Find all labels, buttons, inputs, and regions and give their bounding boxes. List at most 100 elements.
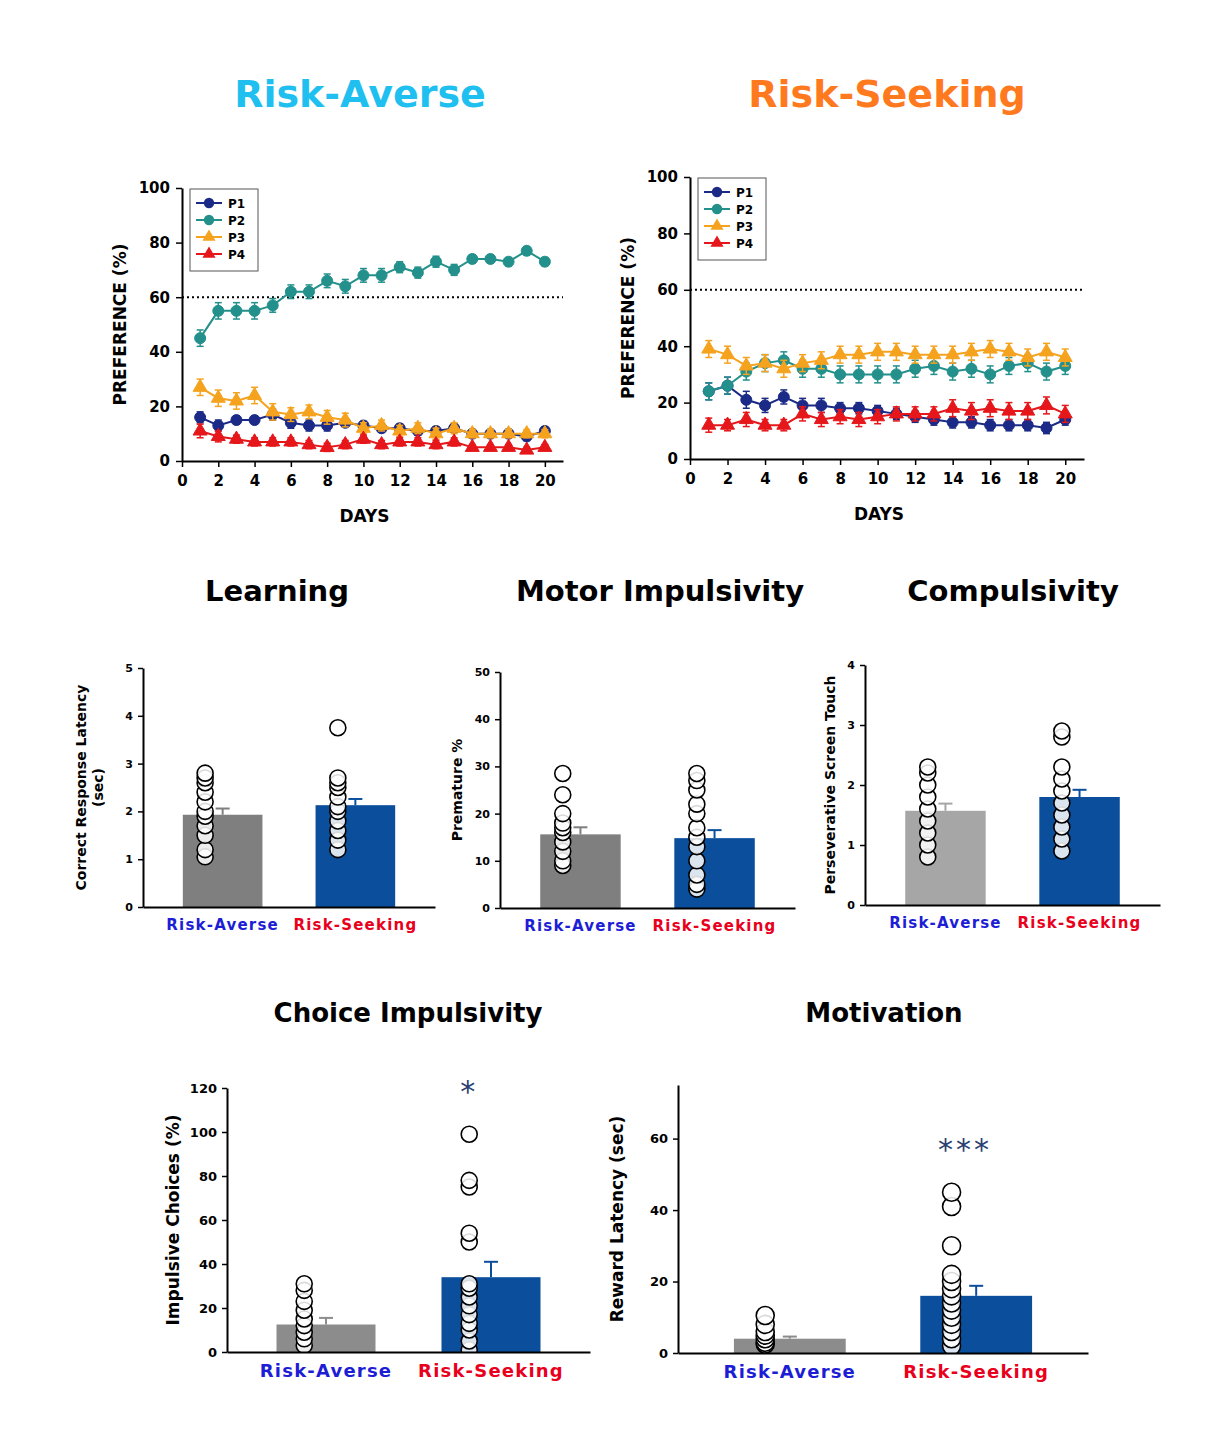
tick-mark: [222, 1352, 227, 1354]
error-bar-line: [378, 430, 385, 432]
legend-marker: [712, 204, 722, 214]
tick-mark: [222, 1132, 227, 1134]
tick-mark: [508, 461, 510, 467]
axis-line: [144, 907, 436, 909]
error-bar-line: [579, 827, 581, 834]
x-axis: 02468101214161820: [685, 459, 1084, 488]
error-bar-line: [949, 362, 956, 364]
tick: 2: [125, 805, 143, 818]
marker: [394, 262, 405, 273]
tick-mark: [860, 725, 865, 727]
marker: [985, 420, 996, 431]
tick: 100: [190, 1125, 227, 1140]
error-bar-line: [780, 430, 787, 432]
marker: [485, 253, 496, 264]
marker: [467, 253, 478, 264]
tick-label: 0: [685, 470, 695, 488]
tick-label: 3: [125, 758, 133, 771]
data-point: [461, 1126, 477, 1142]
error-bar-line: [944, 804, 946, 811]
error-bar-line: [818, 368, 825, 370]
tick-mark: [673, 1210, 678, 1212]
marker: [816, 400, 827, 411]
error-bar-line: [780, 389, 787, 391]
tick-label: Risk-Averse: [524, 917, 637, 935]
data-point: [330, 770, 346, 786]
bar: [920, 1296, 1032, 1353]
marker: [985, 369, 996, 380]
chart-title: Risk-Averse: [234, 72, 486, 116]
tick-label: 20: [1055, 470, 1076, 488]
tick: Risk-Seeking: [903, 1353, 1049, 1382]
tick-mark: [765, 459, 767, 465]
error-bar-cap: [319, 1317, 333, 1319]
error-bar-line: [215, 406, 222, 408]
marker: [520, 426, 534, 438]
data-point: [943, 1237, 961, 1255]
tick-label: 100: [190, 1125, 217, 1140]
error-bar: [573, 827, 587, 834]
tick-mark: [472, 461, 474, 467]
tick-label: 60: [657, 281, 678, 299]
error-bar-line: [893, 360, 900, 362]
tick-label: Risk-Seeking: [653, 917, 777, 935]
tick-label: 8: [322, 472, 332, 490]
marker: [908, 347, 922, 359]
marker: [1021, 349, 1035, 361]
error-bar-line: [269, 419, 276, 421]
tick: 40: [657, 338, 690, 356]
marker: [195, 333, 206, 344]
tick-label: 1: [847, 839, 855, 852]
error-bar-line: [342, 292, 349, 294]
y-axis: 01020304050: [475, 666, 501, 915]
tick-label: Risk-Seeking: [418, 1360, 564, 1381]
error-bar-line: [799, 398, 806, 400]
error-bar-line: [893, 382, 900, 384]
marker: [449, 264, 460, 275]
tick-label: 10: [868, 470, 889, 488]
chart: Choice Impulsivity020406080100120Risk-Av…: [163, 998, 591, 1381]
marker: [267, 300, 278, 311]
error-bar-line: [799, 420, 806, 422]
tick: 16: [462, 461, 483, 490]
tick-mark: [495, 719, 500, 721]
marker: [483, 439, 497, 451]
marker: [375, 437, 389, 449]
marker: [852, 411, 866, 423]
marker: [502, 426, 516, 438]
error-bar-line: [1043, 413, 1050, 415]
marker: [483, 426, 497, 438]
error-bar-line: [1024, 365, 1031, 367]
bar: [1039, 797, 1119, 905]
tick-mark: [495, 813, 500, 815]
tick: 6: [286, 461, 296, 490]
tick-label: 18: [1018, 470, 1039, 488]
error-bar-cap: [216, 808, 230, 810]
tick: 16: [980, 459, 1001, 488]
tick-label: Risk-Averse: [889, 914, 1002, 932]
marker: [411, 420, 425, 432]
tick-label: Risk-Averse: [166, 916, 279, 934]
tick-label: 80: [149, 234, 170, 252]
tick-label: Risk-Seeking: [293, 916, 417, 934]
tick: 18: [499, 461, 520, 490]
tick-label: 5: [125, 662, 133, 675]
marker: [1039, 397, 1053, 409]
marker: [320, 439, 334, 451]
marker: [833, 347, 847, 359]
figure: Risk-Averse02468101214161820020406080100…: [0, 0, 1223, 1433]
tick-mark: [860, 665, 865, 667]
tick-label: 2: [847, 779, 855, 792]
tick-label: 30: [475, 760, 491, 773]
marker: [231, 415, 242, 426]
bar: [734, 1339, 846, 1353]
error-bar-line: [780, 351, 787, 353]
tick-label: 40: [149, 343, 170, 361]
tick-label: 16: [980, 470, 1001, 488]
marker: [983, 341, 997, 353]
error-bar-line: [705, 399, 712, 401]
error-bar-line: [197, 437, 204, 439]
marker: [966, 363, 977, 374]
tick-label: 40: [657, 338, 678, 356]
error-bar-line: [1043, 379, 1050, 381]
